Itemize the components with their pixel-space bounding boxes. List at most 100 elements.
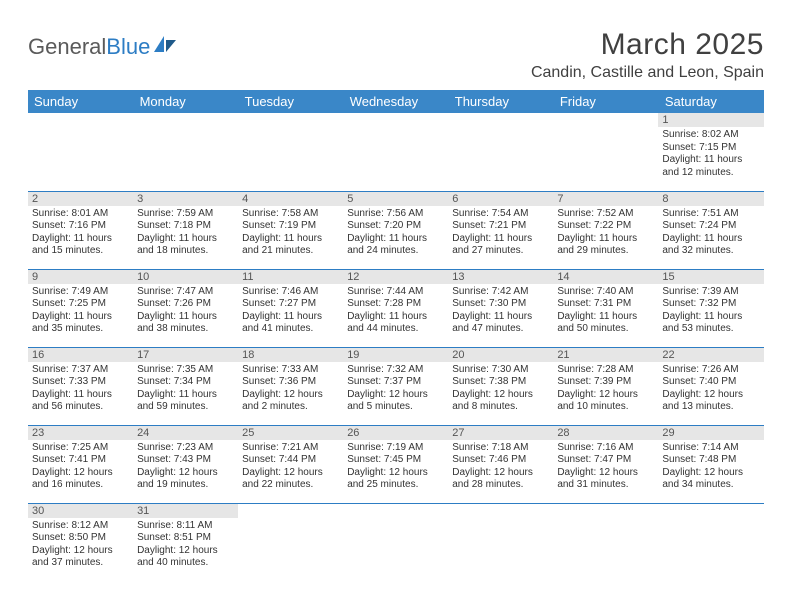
day-line-d1: Daylight: 11 hours xyxy=(557,311,654,324)
calendar-cell: 4Sunrise: 7:58 AMSunset: 7:19 PMDaylight… xyxy=(238,191,343,269)
calendar-week: 23Sunrise: 7:25 AMSunset: 7:41 PMDayligh… xyxy=(28,425,764,503)
day-number: 12 xyxy=(343,270,448,284)
day-line-d1: Daylight: 12 hours xyxy=(347,389,444,402)
day-line-sr: Sunrise: 7:52 AM xyxy=(557,208,654,221)
day-line-ss: Sunset: 7:33 PM xyxy=(32,376,129,389)
day-content: Sunrise: 7:30 AMSunset: 7:38 PMDaylight:… xyxy=(448,362,553,417)
day-line-ss: Sunset: 7:21 PM xyxy=(452,220,549,233)
day-line-d1: Daylight: 11 hours xyxy=(557,233,654,246)
location-text: Candin, Castille and Leon, Spain xyxy=(531,64,764,82)
day-line-sr: Sunrise: 7:35 AM xyxy=(137,364,234,377)
day-line-ss: Sunset: 7:40 PM xyxy=(662,376,759,389)
day-line-d1: Daylight: 11 hours xyxy=(32,389,129,402)
day-number: 3 xyxy=(133,192,238,206)
day-content: Sunrise: 7:19 AMSunset: 7:45 PMDaylight:… xyxy=(343,440,448,495)
day-line-d1: Daylight: 12 hours xyxy=(452,467,549,480)
day-line-d1: Daylight: 11 hours xyxy=(347,311,444,324)
day-line-ss: Sunset: 7:25 PM xyxy=(32,298,129,311)
sail-icon xyxy=(152,34,178,60)
day-number: 7 xyxy=(553,192,658,206)
day-content: Sunrise: 7:52 AMSunset: 7:22 PMDaylight:… xyxy=(553,206,658,261)
day-line-ss: Sunset: 7:31 PM xyxy=(557,298,654,311)
day-line-sr: Sunrise: 7:18 AM xyxy=(452,442,549,455)
calendar-cell: 30Sunrise: 8:12 AMSunset: 8:50 PMDayligh… xyxy=(28,503,133,581)
day-line-ss: Sunset: 7:41 PM xyxy=(32,454,129,467)
day-content: Sunrise: 8:12 AMSunset: 8:50 PMDaylight:… xyxy=(28,518,133,573)
day-number: 1 xyxy=(658,113,763,127)
day-line-ss: Sunset: 7:20 PM xyxy=(347,220,444,233)
calendar-cell: 29Sunrise: 7:14 AMSunset: 7:48 PMDayligh… xyxy=(658,425,763,503)
day-number: 14 xyxy=(553,270,658,284)
day-number: 27 xyxy=(448,426,553,440)
day-number: 4 xyxy=(238,192,343,206)
day-content: Sunrise: 7:35 AMSunset: 7:34 PMDaylight:… xyxy=(133,362,238,417)
day-line-d2: and 18 minutes. xyxy=(137,245,234,258)
day-line-ss: Sunset: 7:28 PM xyxy=(347,298,444,311)
calendar-cell: 10Sunrise: 7:47 AMSunset: 7:26 PMDayligh… xyxy=(133,269,238,347)
day-line-d1: Daylight: 12 hours xyxy=(662,467,759,480)
day-content: Sunrise: 7:58 AMSunset: 7:19 PMDaylight:… xyxy=(238,206,343,261)
day-line-d2: and 22 minutes. xyxy=(242,479,339,492)
calendar-cell xyxy=(238,503,343,581)
day-content: Sunrise: 7:39 AMSunset: 7:32 PMDaylight:… xyxy=(658,284,763,339)
calendar-cell: 12Sunrise: 7:44 AMSunset: 7:28 PMDayligh… xyxy=(343,269,448,347)
day-content: Sunrise: 7:56 AMSunset: 7:20 PMDaylight:… xyxy=(343,206,448,261)
day-line-sr: Sunrise: 7:44 AM xyxy=(347,286,444,299)
day-line-ss: Sunset: 7:43 PM xyxy=(137,454,234,467)
calendar-cell xyxy=(658,503,763,581)
day-line-d2: and 59 minutes. xyxy=(137,401,234,414)
day-content: Sunrise: 7:59 AMSunset: 7:18 PMDaylight:… xyxy=(133,206,238,261)
calendar-cell: 6Sunrise: 7:54 AMSunset: 7:21 PMDaylight… xyxy=(448,191,553,269)
day-line-ss: Sunset: 7:39 PM xyxy=(557,376,654,389)
day-line-d2: and 8 minutes. xyxy=(452,401,549,414)
calendar-cell: 20Sunrise: 7:30 AMSunset: 7:38 PMDayligh… xyxy=(448,347,553,425)
calendar-cell: 24Sunrise: 7:23 AMSunset: 7:43 PMDayligh… xyxy=(133,425,238,503)
day-line-sr: Sunrise: 7:58 AM xyxy=(242,208,339,221)
day-line-sr: Sunrise: 7:39 AM xyxy=(662,286,759,299)
day-line-d2: and 50 minutes. xyxy=(557,323,654,336)
page-header: GeneralBlue March 2025 Candin, Castille … xyxy=(28,28,764,82)
day-line-d1: Daylight: 12 hours xyxy=(242,467,339,480)
day-line-ss: Sunset: 7:38 PM xyxy=(452,376,549,389)
day-line-d2: and 32 minutes. xyxy=(662,245,759,258)
day-content: Sunrise: 8:01 AMSunset: 7:16 PMDaylight:… xyxy=(28,206,133,261)
day-line-ss: Sunset: 7:47 PM xyxy=(557,454,654,467)
day-line-sr: Sunrise: 7:54 AM xyxy=(452,208,549,221)
day-line-sr: Sunrise: 7:30 AM xyxy=(452,364,549,377)
calendar-cell: 1Sunrise: 8:02 AMSunset: 7:15 PMDaylight… xyxy=(658,113,763,191)
day-line-d2: and 16 minutes. xyxy=(32,479,129,492)
calendar-week: 16Sunrise: 7:37 AMSunset: 7:33 PMDayligh… xyxy=(28,347,764,425)
day-line-ss: Sunset: 7:16 PM xyxy=(32,220,129,233)
day-line-d1: Daylight: 11 hours xyxy=(242,311,339,324)
day-content: Sunrise: 7:33 AMSunset: 7:36 PMDaylight:… xyxy=(238,362,343,417)
calendar-header-row: SundayMondayTuesdayWednesdayThursdayFrid… xyxy=(28,90,764,113)
day-number: 28 xyxy=(553,426,658,440)
day-content: Sunrise: 7:54 AMSunset: 7:21 PMDaylight:… xyxy=(448,206,553,261)
logo-text-gray: General xyxy=(28,34,106,60)
day-line-d2: and 24 minutes. xyxy=(347,245,444,258)
day-line-sr: Sunrise: 7:37 AM xyxy=(32,364,129,377)
day-line-d1: Daylight: 12 hours xyxy=(32,545,129,558)
logo: GeneralBlue xyxy=(28,28,178,60)
day-line-d1: Daylight: 12 hours xyxy=(347,467,444,480)
day-line-d2: and 28 minutes. xyxy=(452,479,549,492)
day-line-ss: Sunset: 8:51 PM xyxy=(137,532,234,545)
day-line-d1: Daylight: 11 hours xyxy=(662,154,759,167)
day-line-sr: Sunrise: 7:16 AM xyxy=(557,442,654,455)
day-number: 5 xyxy=(343,192,448,206)
day-number: 11 xyxy=(238,270,343,284)
day-content: Sunrise: 7:51 AMSunset: 7:24 PMDaylight:… xyxy=(658,206,763,261)
day-number: 8 xyxy=(658,192,763,206)
day-line-ss: Sunset: 7:48 PM xyxy=(662,454,759,467)
day-line-d2: and 12 minutes. xyxy=(662,167,759,180)
day-line-d1: Daylight: 11 hours xyxy=(32,311,129,324)
calendar-page: GeneralBlue March 2025 Candin, Castille … xyxy=(0,0,792,601)
day-line-d1: Daylight: 11 hours xyxy=(662,311,759,324)
day-line-d2: and 35 minutes. xyxy=(32,323,129,336)
day-content: Sunrise: 7:16 AMSunset: 7:47 PMDaylight:… xyxy=(553,440,658,495)
calendar-cell: 26Sunrise: 7:19 AMSunset: 7:45 PMDayligh… xyxy=(343,425,448,503)
calendar-cell: 9Sunrise: 7:49 AMSunset: 7:25 PMDaylight… xyxy=(28,269,133,347)
day-content: Sunrise: 7:44 AMSunset: 7:28 PMDaylight:… xyxy=(343,284,448,339)
weekday-header: Wednesday xyxy=(343,90,448,113)
day-number: 13 xyxy=(448,270,553,284)
